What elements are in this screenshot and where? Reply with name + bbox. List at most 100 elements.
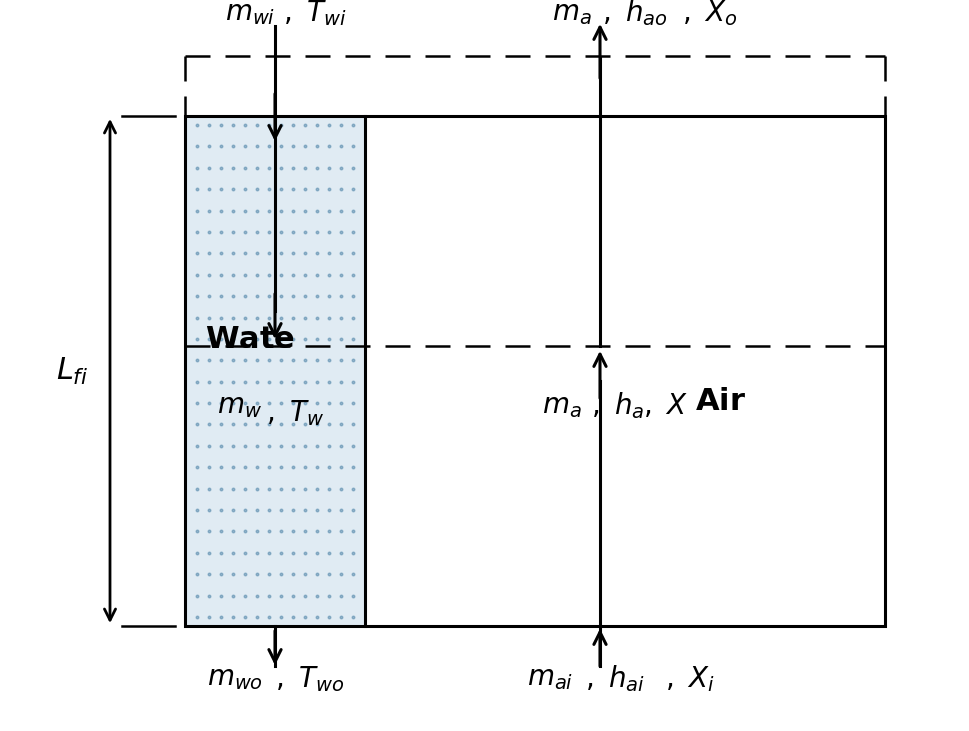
Point <box>213 569 229 580</box>
Point <box>201 419 216 431</box>
Point <box>189 397 204 409</box>
Point <box>321 482 336 494</box>
Point <box>309 482 325 494</box>
Point <box>333 504 349 516</box>
Point <box>345 248 360 260</box>
Point <box>189 482 204 494</box>
Point <box>213 333 229 345</box>
Point <box>213 482 229 494</box>
Point <box>237 355 253 366</box>
Point <box>273 482 289 494</box>
Point <box>225 504 240 516</box>
Point <box>261 569 276 580</box>
Point <box>345 547 360 558</box>
Point <box>333 205 349 216</box>
Point <box>345 611 360 623</box>
Point <box>309 526 325 537</box>
Point <box>225 419 240 431</box>
Point <box>285 397 300 409</box>
Text: $L_{fi}$: $L_{fi}$ <box>56 355 88 387</box>
Point <box>285 119 300 131</box>
Point <box>189 333 204 345</box>
Point <box>345 140 360 152</box>
Point <box>273 269 289 281</box>
Point <box>225 547 240 558</box>
Point <box>225 119 240 131</box>
Point <box>249 461 265 473</box>
Point <box>237 311 253 323</box>
Point <box>189 569 204 580</box>
Point <box>225 569 240 580</box>
Point <box>309 205 325 216</box>
Point <box>297 461 312 473</box>
Point <box>309 269 325 281</box>
Point <box>201 140 216 152</box>
Point <box>261 461 276 473</box>
Point <box>249 226 265 238</box>
Point <box>285 248 300 260</box>
Point <box>321 119 336 131</box>
Point <box>201 183 216 195</box>
Point <box>273 333 289 345</box>
Point <box>213 183 229 195</box>
Point <box>285 183 300 195</box>
Point <box>309 569 325 580</box>
Text: $m_{wi}$: $m_{wi}$ <box>225 0 275 26</box>
Point <box>213 611 229 623</box>
Point <box>273 461 289 473</box>
Point <box>189 248 204 260</box>
Point <box>213 248 229 260</box>
Point <box>345 419 360 431</box>
Point <box>333 482 349 494</box>
Point <box>321 504 336 516</box>
Point <box>273 248 289 260</box>
Point <box>237 183 253 195</box>
Point <box>237 397 253 409</box>
Point <box>237 569 253 580</box>
Point <box>345 461 360 473</box>
Point <box>345 205 360 216</box>
Point <box>321 290 336 302</box>
Point <box>201 269 216 281</box>
Point <box>201 355 216 366</box>
Point <box>321 205 336 216</box>
Point <box>273 590 289 602</box>
Point <box>261 376 276 387</box>
Point <box>201 569 216 580</box>
Point <box>345 183 360 195</box>
Text: $m_{ai}$: $m_{ai}$ <box>526 665 573 692</box>
Point <box>345 162 360 174</box>
Point <box>213 162 229 174</box>
Point <box>261 119 276 131</box>
Point <box>237 504 253 516</box>
Point <box>273 205 289 216</box>
Text: $,\ h_{ao}$: $,\ h_{ao}$ <box>602 0 668 29</box>
Point <box>261 547 276 558</box>
Point <box>345 226 360 238</box>
Point <box>189 526 204 537</box>
Point <box>309 248 325 260</box>
Point <box>321 440 336 452</box>
Point <box>237 248 253 260</box>
Point <box>285 526 300 537</box>
Point <box>297 333 312 345</box>
Point <box>333 461 349 473</box>
Point <box>237 461 253 473</box>
Point <box>321 419 336 431</box>
Point <box>201 119 216 131</box>
Point <box>333 547 349 558</box>
Point <box>201 205 216 216</box>
Point <box>225 269 240 281</box>
Point <box>285 269 300 281</box>
Point <box>273 526 289 537</box>
Point <box>309 290 325 302</box>
Point <box>189 290 204 302</box>
Point <box>249 526 265 537</box>
Point <box>309 461 325 473</box>
Point <box>225 140 240 152</box>
Point <box>189 440 204 452</box>
Point <box>333 440 349 452</box>
Point <box>237 590 253 602</box>
Point <box>273 162 289 174</box>
Point <box>249 119 265 131</box>
